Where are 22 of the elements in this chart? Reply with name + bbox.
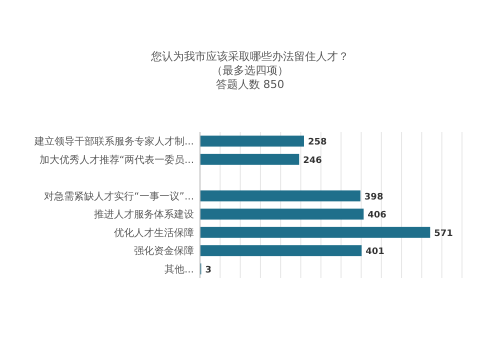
y-tick-label: 对急需紧缺人才实行“一事一议”... xyxy=(44,190,194,202)
chart-subtitle: 答题人数 850 xyxy=(216,78,284,91)
data-label: 246 xyxy=(303,156,322,166)
bar xyxy=(200,190,360,202)
bar xyxy=(200,245,362,256)
y-tick-label: 推进人才服务体系建设 xyxy=(94,208,194,221)
y-tick-label: 建立领导干部联系服务专家人才制... xyxy=(33,136,194,148)
y-tick-label: 其他... xyxy=(164,263,194,276)
data-label: 401 xyxy=(366,247,384,258)
bar xyxy=(200,154,300,165)
bar xyxy=(200,136,304,147)
data-label: 3 xyxy=(205,265,212,276)
data-label: 398 xyxy=(364,192,384,202)
data-label: 571 xyxy=(434,228,453,239)
y-tick-label: 优化人才生活保障 xyxy=(114,226,194,239)
y-tick-label: 加大优秀人才推荐“两代表一委员... xyxy=(39,154,194,166)
bar xyxy=(200,208,364,220)
bar xyxy=(200,226,430,238)
data-label: 258 xyxy=(308,138,327,148)
chart-title: 您认为我市应该采取哪些办法留住人才？（最多选四项） xyxy=(150,50,349,77)
y-tick-label: 强化资金保障 xyxy=(134,245,194,258)
data-label: 406 xyxy=(368,210,386,221)
